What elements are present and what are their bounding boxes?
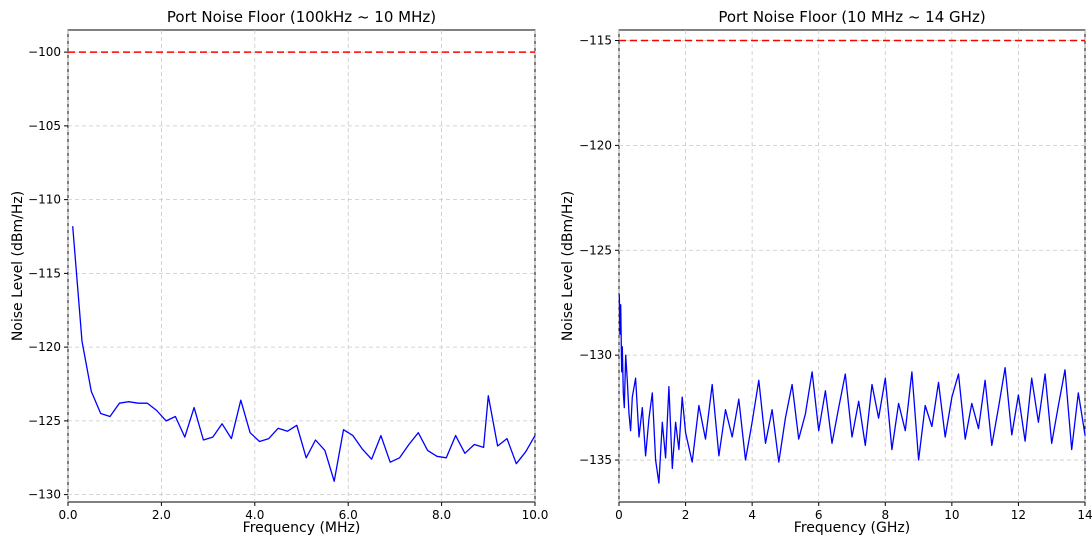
right-y-axis-label: Noise Level (dBm/Hz) — [560, 191, 576, 341]
left-y-tick-label: −130 — [28, 488, 61, 502]
left-x-tick-label: 6.0 — [339, 508, 358, 522]
left-plot-panel: Port Noise Floor (100kHz ~ 10 MHz) Frequ… — [10, 8, 548, 536]
left-y-tick-label: −105 — [28, 119, 61, 133]
left-y-tick-label: −115 — [28, 266, 61, 280]
left-x-axis-label: Frequency (MHz) — [243, 520, 361, 536]
left-series — [68, 51, 536, 482]
right-y-tick-label: −130 — [579, 348, 612, 362]
right-series — [618, 39, 1086, 484]
left-y-tick-label: −120 — [28, 340, 61, 354]
left-x-tick-label: 10.0 — [522, 508, 549, 522]
left-plot-area — [67, 29, 536, 503]
left-y-tick-label: −110 — [28, 193, 61, 207]
right-x-tick-label: 6 — [815, 508, 823, 522]
left-x-tick-label: 2.0 — [152, 508, 171, 522]
right-y-tick-label: −115 — [579, 33, 612, 47]
right-x-tick-label: 4 — [748, 508, 756, 522]
left-x-tick-label: 8.0 — [432, 508, 451, 522]
right-x-tick-label: 12 — [1011, 508, 1026, 522]
right-x-tick-label: 14 — [1077, 508, 1092, 522]
right-x-tick-label: 10 — [944, 508, 959, 522]
right-y-tick-label: −120 — [579, 138, 612, 152]
right-ticks: 0 2 4 6 8 10 12 14 −115 −120 −125 −130 −135 — [579, 33, 1092, 522]
left-chart-title: Port Noise Floor (100kHz ~ 10 MHz) — [167, 8, 436, 26]
right-y-tick-label: −125 — [579, 243, 612, 257]
right-plot-panel: Port Noise Floor (10 MHz ~ 14 GHz) Frequ… — [560, 8, 1092, 536]
left-x-tick-label: 4.0 — [245, 508, 264, 522]
right-noise-series-line — [618, 294, 1086, 484]
right-x-tick-label: 2 — [682, 508, 690, 522]
right-y-tick-label: −135 — [579, 453, 612, 467]
right-x-tick-label: 0 — [615, 508, 623, 522]
left-y-axis-label: Noise Level (dBm/Hz) — [10, 191, 26, 341]
left-x-tick-label: 0.0 — [58, 508, 77, 522]
right-x-tick-label: 8 — [881, 508, 889, 522]
left-y-tick-label: −125 — [28, 414, 61, 428]
right-x-axis-label: Frequency (GHz) — [794, 520, 910, 536]
left-ticks: 0.0 2.0 4.0 6.0 8.0 10.0 −100 −105 −110 −115 −120 −… — [28, 45, 548, 522]
left-y-tick-label: −100 — [28, 45, 61, 59]
left-noise-series-line — [72, 226, 536, 482]
right-chart-title: Port Noise Floor (10 MHz ~ 14 GHz) — [718, 8, 985, 26]
